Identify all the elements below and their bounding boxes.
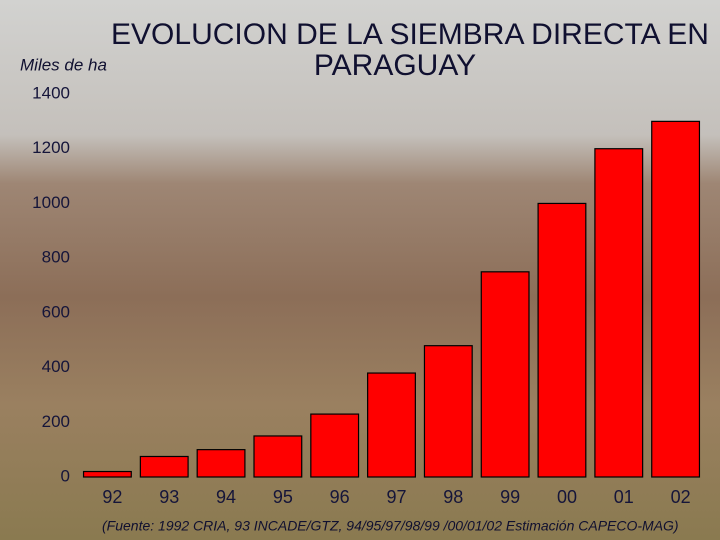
bar bbox=[651, 120, 701, 478]
y-tick-label: 800 bbox=[42, 248, 70, 267]
y-tick-label: 400 bbox=[42, 357, 70, 376]
y-tick-label: 1400 bbox=[32, 83, 70, 102]
y-tick-label: 200 bbox=[42, 412, 70, 431]
chart-title: PARAGUAY bbox=[314, 49, 476, 82]
bar bbox=[594, 148, 644, 478]
x-tick-label: 94 bbox=[216, 487, 236, 507]
source-note: (Fuente: 1992 CRIA, 93 INCADE/GTZ, 94/95… bbox=[102, 518, 679, 534]
bar bbox=[310, 413, 360, 478]
bar bbox=[139, 455, 189, 478]
bar bbox=[423, 345, 473, 478]
bar bbox=[196, 449, 246, 478]
x-tick-label: 01 bbox=[614, 487, 634, 507]
x-tick-label: 98 bbox=[443, 487, 463, 507]
chart-title: EVOLUCION DE LA SIEMBRA DIRECTA EN bbox=[111, 18, 709, 51]
bar bbox=[537, 202, 587, 478]
x-tick-label: 02 bbox=[671, 487, 691, 507]
x-tick-label: 93 bbox=[159, 487, 179, 507]
x-tick-label: 99 bbox=[500, 487, 520, 507]
y-tick-label: 1000 bbox=[32, 193, 70, 212]
bar bbox=[82, 470, 132, 478]
y-tick-label: 0 bbox=[61, 466, 70, 485]
x-tick-label: 97 bbox=[386, 487, 406, 507]
bar bbox=[253, 435, 303, 478]
y-tick-label: 1200 bbox=[32, 138, 70, 157]
y-tick-label: 600 bbox=[42, 302, 70, 321]
x-tick-label: 00 bbox=[557, 487, 577, 507]
bar bbox=[367, 372, 416, 478]
x-tick-label: 92 bbox=[102, 487, 122, 507]
x-tick-label: 95 bbox=[273, 487, 293, 507]
y-axis-label: Miles de ha bbox=[20, 55, 107, 74]
x-tick-label: 96 bbox=[330, 487, 350, 507]
bar bbox=[480, 271, 530, 478]
